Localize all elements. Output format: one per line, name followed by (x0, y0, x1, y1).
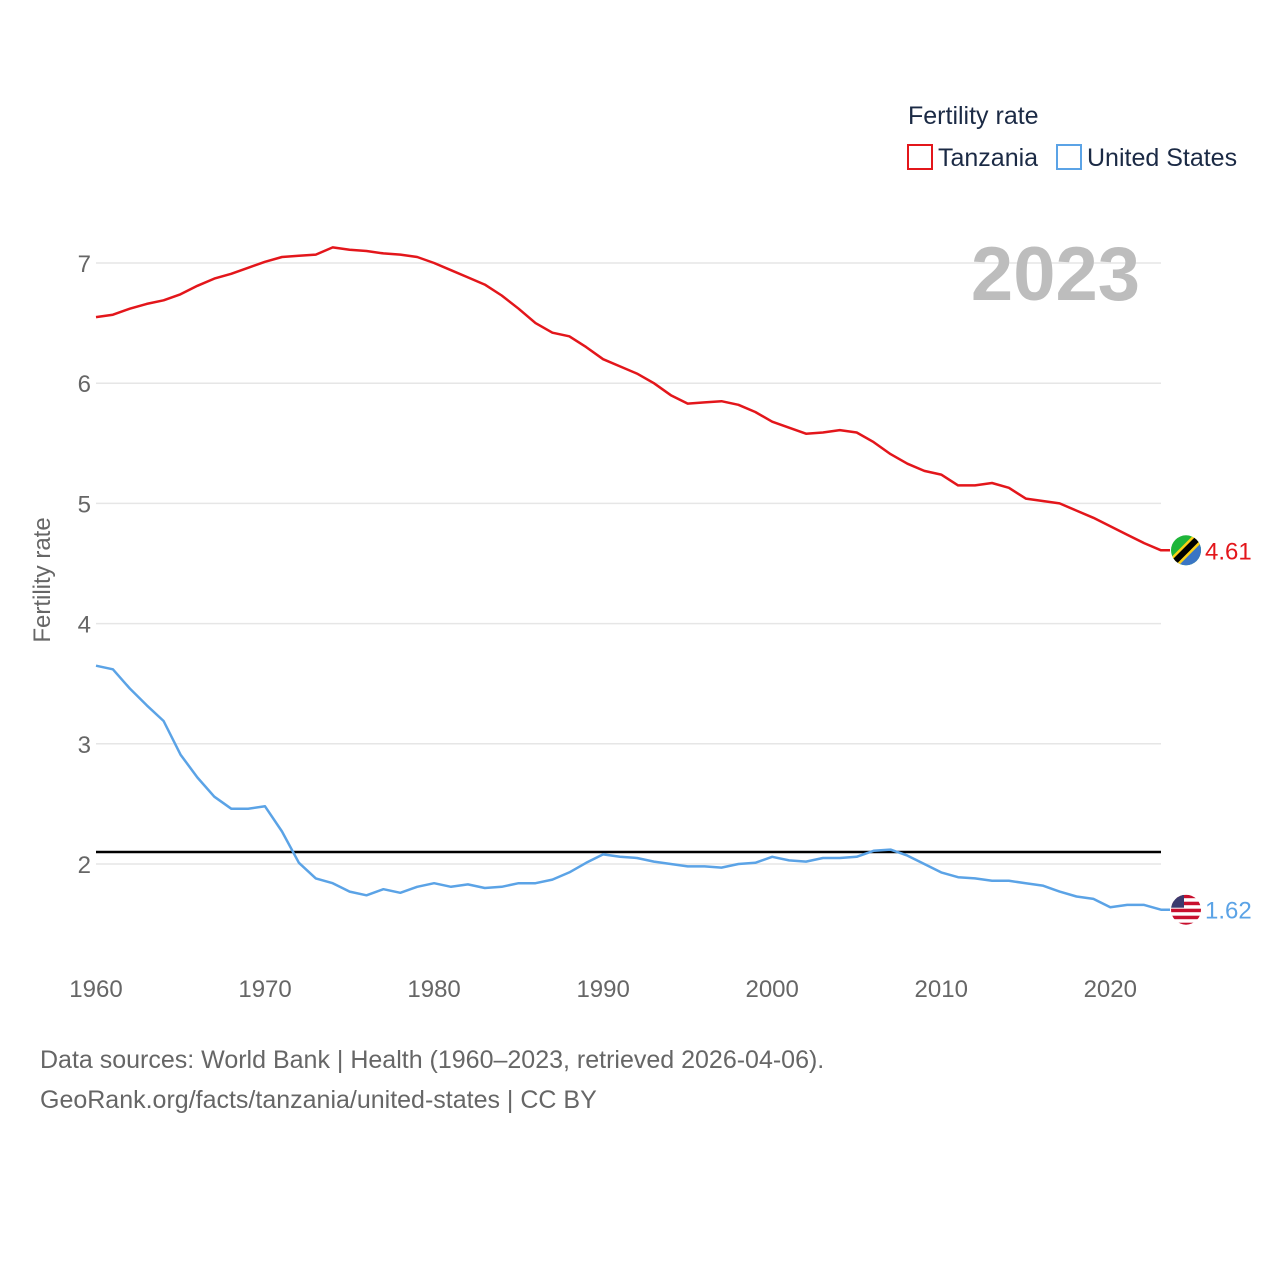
year-label: 2023 (971, 232, 1140, 317)
end-value-label-tanzania: 4.61 (1205, 538, 1252, 565)
end-value-label-united-states: 1.62 (1205, 898, 1252, 925)
series-line-tanzania[interactable] (95, 246, 1170, 552)
source-link[interactable]: GeoRank.org/facts/tanzania/united-states… (40, 1086, 597, 1114)
legend-label-united-states: United States (1087, 144, 1237, 172)
legend-swatch-united-states (1056, 144, 1082, 170)
y-tick-label: 2 (78, 852, 91, 879)
x-tick-label: 2020 (1084, 976, 1137, 1003)
y-tick-label: 5 (78, 491, 91, 518)
series-line-united-states[interactable] (95, 664, 1170, 911)
y-tick-label: 4 (78, 612, 91, 639)
y-tick-label: 7 (78, 251, 91, 278)
legend-item-tanzania[interactable]: Tanzania (907, 144, 1038, 172)
legend-label-tanzania: Tanzania (938, 144, 1038, 172)
x-axis-ticks: 1960 1970 1980 1990 2000 2010 2020 (69, 976, 1137, 1003)
legend: Fertility rate Tanzania United States (907, 102, 1237, 172)
y-tick-label: 6 (78, 371, 91, 398)
tanzania-flag-icon (1171, 535, 1201, 566)
legend-item-united-states[interactable]: United States (1056, 144, 1237, 172)
x-tick-label: 2010 (915, 976, 968, 1003)
footer: Data sources: World Bank | Health (1960–… (40, 1040, 824, 1120)
x-tick-label: 2000 (745, 976, 798, 1003)
y-axis-title: Fertility rate (29, 517, 56, 642)
x-tick-label: 1960 (69, 976, 122, 1003)
legend-title: Fertility rate (908, 102, 1039, 130)
x-tick-label: 1980 (407, 976, 460, 1003)
y-tick-label: 3 (78, 732, 91, 759)
x-tick-label: 1970 (238, 976, 291, 1003)
grid-lines (96, 262, 1161, 865)
x-tick-label: 1990 (576, 976, 629, 1003)
data-source-note: Data sources: World Bank | Health (1960–… (40, 1046, 825, 1074)
united-states-flag-icon (1171, 894, 1201, 925)
y-axis-ticks: 2 3 4 5 6 7 (78, 251, 91, 879)
legend-swatch-tanzania (907, 144, 933, 170)
